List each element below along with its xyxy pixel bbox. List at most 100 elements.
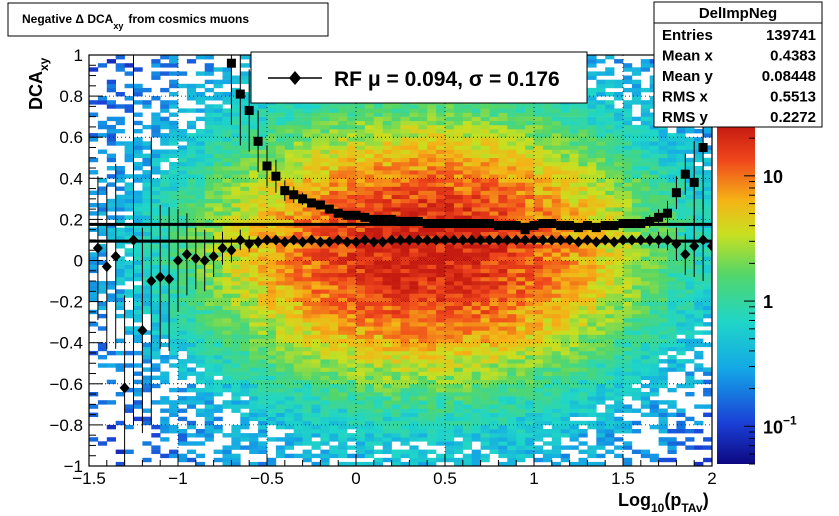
heatmap-cell [240,124,250,130]
heatmap-cell [302,457,312,463]
heatmap-cell [115,194,125,200]
heatmap-cell [195,293,205,298]
heatmap-cell [302,186,312,191]
heatmap-cell [347,190,357,196]
heatmap-cell [169,408,179,413]
heatmap-cell [436,326,446,331]
heatmap-cell [373,289,383,294]
heatmap-cell [534,137,544,142]
heatmap-cell [302,231,312,237]
heatmap-cell [169,215,179,220]
heatmap-cell [596,445,606,450]
heatmap-cell [373,305,383,311]
heatmap-cell [587,124,597,130]
heatmap-cell [97,289,108,294]
heatmap-cell [551,272,561,278]
heatmap-cell [284,198,294,204]
heatmap-cell [356,276,366,282]
heatmap-cell [507,322,517,327]
heatmap-cell [142,330,152,335]
heatmap-cell [471,387,481,393]
heatmap-cell [445,129,455,134]
heatmap-cell [462,186,472,191]
heatmap-cell [204,359,214,364]
heatmap-cell [596,412,606,418]
heatmap-cell [186,330,197,335]
heatmap-cell [195,379,205,385]
heatmap-cell [400,350,410,356]
heatmap-cell [453,387,464,393]
heatmap-cell [258,322,268,327]
heatmap-cell [480,367,490,372]
heatmap-cell [320,182,330,187]
heatmap-cell [471,133,481,138]
heatmap-cell [178,215,188,220]
heatmap-cell [186,367,197,372]
heatmap-cell [409,461,419,466]
heatmap-cell [569,424,579,430]
heatmap-cell [106,203,116,208]
heatmap-cell [178,83,188,89]
heatmap-cell [204,203,214,208]
heatmap-cell [462,268,472,274]
heatmap-cell [311,219,321,224]
heatmap-cell [516,170,526,175]
heatmap-cell [275,289,286,294]
heatmap-cell [302,408,312,413]
heatmap-cell [480,108,490,113]
heatmap-cell [356,441,366,446]
heatmap-cell [542,149,553,154]
heatmap-cell [275,334,286,339]
heatmap-cell [231,313,241,319]
heatmap-cell [160,104,170,109]
heatmap-cell [534,133,544,138]
heatmap-cell [293,305,303,311]
heatmap-cell [356,203,366,208]
heatmap-cell [160,379,170,385]
heatmap-cell [142,104,152,109]
heatmap-cell [382,387,392,393]
heatmap-cell [453,276,464,282]
heatmap-cell [311,116,321,122]
heatmap-cell [347,387,357,393]
heatmap-cell [462,182,472,187]
heatmap-cell [240,170,250,175]
heatmap-cell [400,363,410,368]
heatmap-cell [249,330,259,335]
heatmap-cell [311,396,321,401]
heatmap-cell [338,120,348,126]
heatmap-cell [560,404,570,409]
heatmap-cell [302,301,312,307]
heatmap-cell [178,178,188,183]
heatmap-cell [275,338,286,344]
heatmap-cell [498,198,508,204]
heatmap-cell [186,194,197,200]
heatmap-cell [596,429,606,434]
heatmap-cell [551,252,561,257]
heatmap-cell [507,367,517,372]
heatmap-cell [222,166,232,171]
heatmap-cell [284,289,294,294]
heatmap-cell [453,355,464,360]
heatmap-cell [213,174,223,179]
heatmap-cell [542,112,553,117]
heatmap-cell [569,264,579,270]
heatmap-cell [204,322,214,327]
heatmap-cell [560,297,570,302]
heatmap-cell [462,346,472,352]
heatmap-cell [293,108,303,113]
heatmap-cell [160,137,170,142]
heatmap-cell [373,272,383,278]
heatmap-cell [400,190,410,196]
heatmap-cell [329,309,339,315]
heatmap-cell [409,129,419,134]
heatmap-cell [231,137,241,142]
heatmap-cell [534,157,544,163]
heatmap-cell [391,211,401,216]
heatmap-cell [427,194,437,200]
heatmap-cell [169,297,179,302]
heatmap-cell [356,260,366,265]
heatmap-cell [275,449,286,455]
heatmap-cell [302,313,312,319]
heatmap-cell [400,264,410,270]
